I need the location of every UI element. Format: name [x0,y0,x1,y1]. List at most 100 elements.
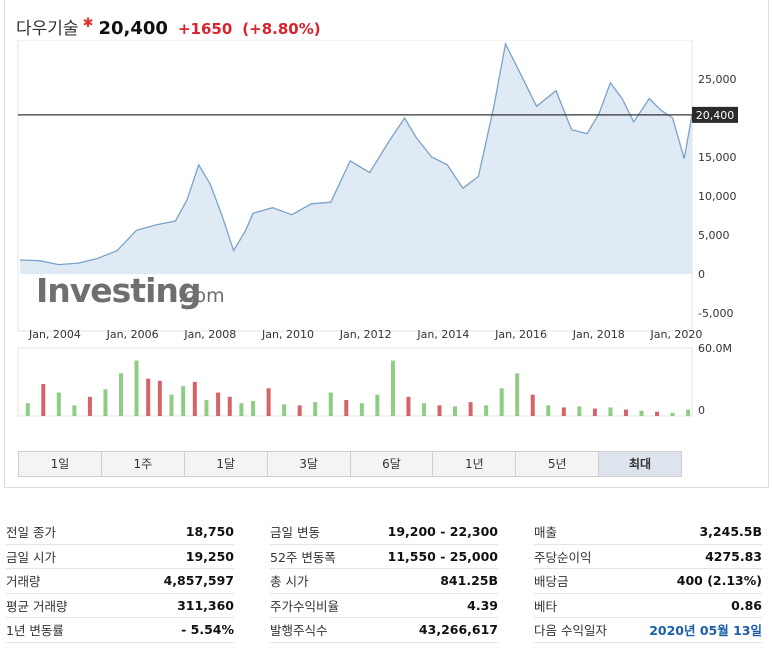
range-tab[interactable]: 5년 [516,452,600,476]
stat-value: 4275.83 [705,548,762,564]
stat-row: 발행주식수 43,266,617 [270,618,498,643]
stat-label: 평균 거래량 [6,598,68,614]
stat-row: 배당금 400 (2.13%) [534,569,762,594]
range-tab[interactable]: 1일 [19,452,102,476]
stat-row: 총 시가 841.25B [270,569,498,594]
x-tick-label: Jan, 2004 [28,328,81,341]
stat-value: 18,750 [185,524,234,540]
current-price-marker [692,106,738,123]
volume-bar [406,396,411,416]
x-tick-label: Jan, 2012 [339,328,392,341]
x-tick-label: Jan, 2006 [106,328,159,341]
volume-bar [313,402,318,416]
stat-label: 총 시가 [270,574,309,590]
volume-bar [468,402,473,416]
x-tick-label: Jan, 2014 [416,328,469,341]
stat-value: 4.39 [467,597,498,613]
live-indicator-icon: ✱ [82,16,94,31]
volume-bar [546,405,551,416]
volume-bar [577,406,582,416]
stat-row: 베타 0.86 [534,594,762,618]
stat-label: 1년 변동률 [6,623,64,639]
stat-row: 평균 거래량 311,360 [6,594,234,618]
stat-row: 52주 변동폭 11,550 - 25,000 [270,545,498,569]
stat-label: 매출 [534,525,558,541]
x-tick-label: Jan, 2016 [494,328,547,341]
volume-bar [169,394,174,416]
y-tick-label: 5,000 [698,229,730,242]
current-price: 20,400 [98,18,168,39]
current-price-label: 20,400 [696,109,735,122]
volume-bar [87,396,92,416]
stat-label: 다음 수익일자 [534,623,607,639]
volume-bar [216,392,221,416]
stat-label: 전일 종가 [6,525,56,541]
x-tick-label: Jan, 2010 [261,328,314,341]
y-tick-label: 25,000 [698,73,737,86]
volume-bar [421,403,426,416]
volume-bar [41,384,46,416]
volume-bar [181,386,186,416]
x-tick-label: Jan, 2020 [649,328,702,341]
volume-bar [344,400,349,416]
range-tab[interactable]: 1년 [433,452,517,476]
quote-header: 다우기술 ✱ 20,400 +1650 (+8.80%) [16,14,321,40]
volume-bar [670,412,675,416]
x-tick-label: Jan, 2018 [572,328,625,341]
range-tab[interactable]: 1주 [101,452,185,476]
stat-value: 43,266,617 [418,622,498,638]
stat-row: 다음 수익일자 2020년 05월 13일 [534,618,762,643]
stat-value: 0.86 [731,597,762,613]
stock-name[interactable]: 다우기술 [16,19,79,39]
stat-label: 거래량 [6,574,41,590]
stat-row: 1년 변동률 - 5.54% [6,618,234,643]
volume-bar [146,378,151,416]
stat-value: 841.25B [440,573,498,589]
y-tick-label: -5,000 [698,307,733,320]
volume-bar [282,404,287,416]
stat-value: 400 (2.13%) [676,573,762,589]
volume-bar [118,373,123,416]
volume-bar [103,389,108,416]
stat-value: 19,250 [185,548,234,564]
volume-bar [328,392,333,416]
volume-bar [437,405,442,416]
price-line [19,41,693,266]
volume-bar [561,407,566,416]
stat-value: 3,245.5B [699,524,762,540]
range-tab[interactable]: 6달 [350,452,434,476]
volume-bar [592,408,597,416]
price-chart[interactable]: 20,40025,00020,00015,00010,0005,0000-5,0… [0,40,773,450]
stat-label: 금일 시가 [6,549,56,565]
volume-tick-label: 60.0M [698,342,732,355]
volume-bar [297,405,302,416]
volume-bar [192,381,197,416]
stat-label: 주가수익비율 [270,598,340,614]
volume-bar [134,360,139,416]
stat-row: 주당순이익 4275.83 [534,545,762,569]
range-tab[interactable]: 최대 [599,452,681,476]
volume-bar [515,373,520,416]
stat-value: 11,550 - 25,000 [387,548,498,564]
volume-bar [204,400,209,416]
range-tab[interactable]: 3달 [267,452,351,476]
volume-bar [453,406,458,416]
volume-bar [484,405,489,416]
stat-value: - 5.54% [181,622,234,638]
volume-bar [623,409,628,416]
volume-tick-label: 0 [698,404,705,417]
volume-bar [227,396,232,416]
earnings-date-link[interactable]: 2020년 05월 13일 [649,623,762,639]
stat-row: 매출 3,245.5B [534,520,762,545]
y-tick-label: 10,000 [698,190,737,203]
stat-value: 4,857,597 [163,573,234,589]
range-tab[interactable]: 1달 [184,452,268,476]
volume-bar [72,405,77,416]
stat-label: 금일 변동 [270,525,320,541]
volume-bar [375,394,380,416]
volume-bar [390,360,395,416]
stats-column-1: 전일 종가 18,750 금일 시가 19,250 거래량 4,857,597 평균 거래량… [6,520,234,643]
stat-label: 베타 [534,598,558,614]
stat-row: 거래량 4,857,597 [6,569,234,594]
volume-bar [530,394,535,416]
